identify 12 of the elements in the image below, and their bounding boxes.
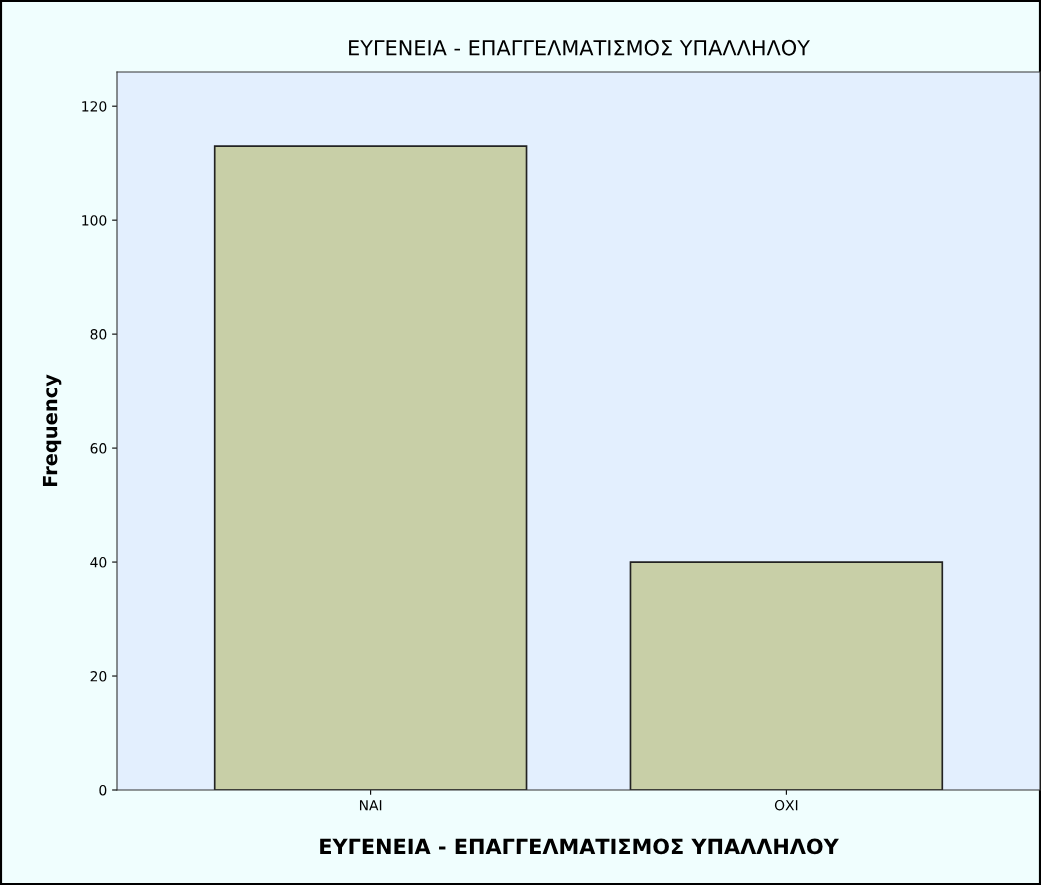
x-tick-label: ΝΑΙ: [359, 800, 382, 811]
y-tick-label: 120: [82, 101, 107, 112]
x-axis-title: ΕΥΓΕΝΕΙΑ - ΕΠΑΓΓΕΛΜΑΤΙΣΜΟΣ ΥΠΑΛΛΗΛΟΥ: [320, 838, 839, 855]
x-tick-label: ΟΧΙ: [774, 799, 798, 811]
y-tick-label: 100: [82, 215, 107, 226]
y-tick-label: 0: [99, 784, 107, 796]
y-tick-label: 60: [90, 443, 107, 454]
y-tick-label: 20: [90, 671, 107, 682]
y-tick-label: 80: [90, 329, 107, 340]
y-axis-title: Frequency: [42, 374, 62, 487]
y-tick-label: 40: [90, 557, 107, 568]
chart-title: ΕΥΓΕΝΕΙΑ - ΕΠΑΓΓΕΛΜΑΤΙΣΜΟΣ ΥΠΑΛΛΗΛΟΥ: [349, 39, 810, 56]
